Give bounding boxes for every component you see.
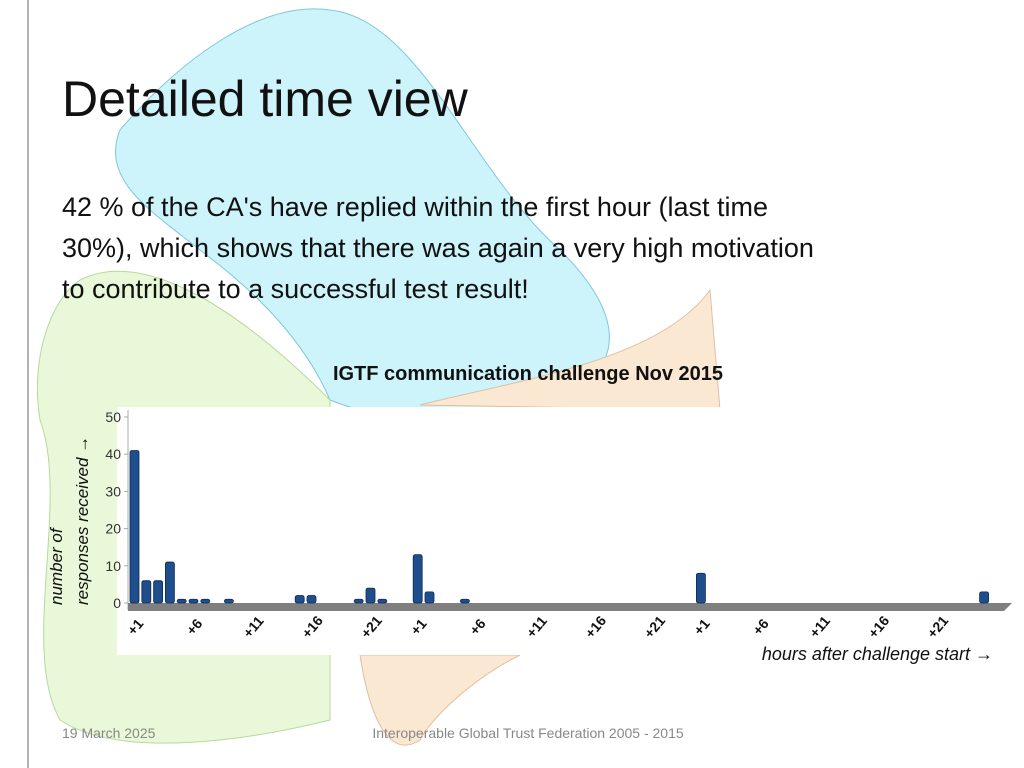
bar (294, 595, 305, 604)
body-line: to contribute to a successful test resul… (62, 274, 529, 304)
decor-peach-bottom (359, 654, 521, 746)
y-tick-label: 20 (105, 521, 121, 537)
chart-title: IGTF communication challenge Nov 2015 (333, 363, 723, 385)
bar (979, 591, 989, 604)
footer-date: 19 March 2025 (62, 725, 156, 741)
bar (153, 580, 164, 604)
bar (424, 591, 435, 604)
bar (696, 572, 706, 604)
bar (459, 598, 470, 604)
y-tick-label: 10 (105, 558, 121, 574)
bar (223, 598, 234, 604)
y-axis-label: number of (47, 526, 66, 605)
bar (164, 561, 175, 604)
bar (412, 554, 423, 604)
bar (306, 595, 317, 604)
bar (353, 598, 364, 604)
footer-text: Interoperable Global Trust Federation 20… (372, 725, 684, 741)
body-line: 30%), which shows that there was again a… (62, 233, 814, 263)
y-tick-label: 50 (105, 409, 121, 425)
bar (129, 450, 140, 604)
y-tick-label: 40 (105, 446, 121, 462)
bar (365, 587, 376, 604)
floor (128, 603, 1012, 611)
y-tick-label: 0 (113, 595, 121, 611)
plot-area (117, 407, 1017, 655)
x-axis-label: hours after challenge start → (762, 644, 993, 664)
bar (141, 580, 152, 604)
y-axis-label: responses received → (73, 436, 92, 605)
bar (377, 598, 388, 604)
bar (188, 598, 199, 604)
body-line: 42 % of the CA's have replied within the… (62, 192, 768, 222)
bar (200, 598, 211, 604)
bar (176, 598, 187, 604)
y-tick-label: 30 (105, 483, 121, 499)
slide-title: Detailed time view (62, 71, 469, 127)
decor-peach-top (419, 288, 721, 411)
